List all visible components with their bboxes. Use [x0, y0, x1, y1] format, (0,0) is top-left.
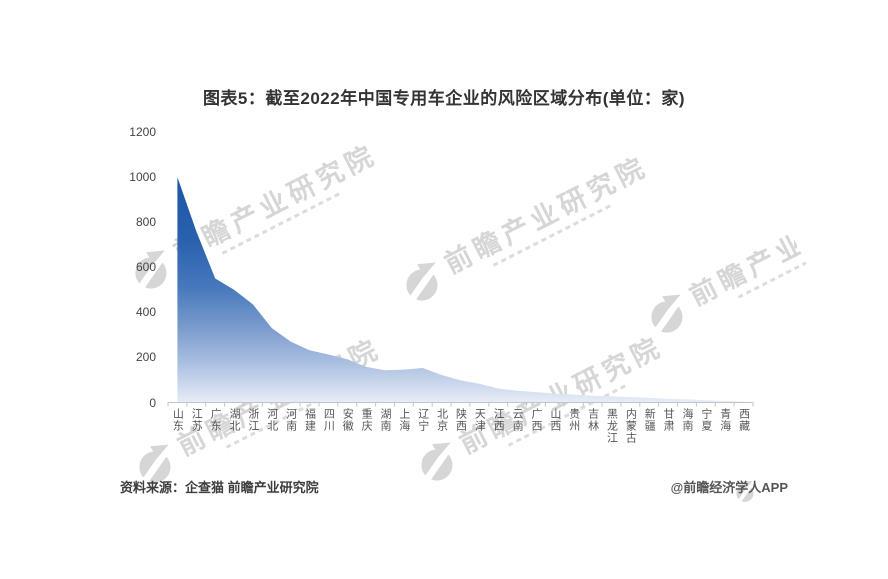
x-axis-label: 重庆: [360, 408, 373, 432]
x-axis-label: 河南: [284, 408, 297, 432]
chart-title: 图表5：截至2022年中国专用车企业的风险区域分布(单位：家): [202, 89, 686, 108]
x-axis-label: 新疆: [643, 408, 656, 432]
x-axis-label: 安徽: [341, 408, 354, 432]
x-axis-label: 黑龙江: [605, 408, 618, 444]
x-axis-label: 广东: [209, 408, 222, 432]
x-axis-label: 山东: [171, 408, 184, 432]
x-axis-label: 福建: [303, 408, 316, 432]
y-axis-label: 600: [135, 260, 156, 275]
x-axis-label: 甘肃: [662, 408, 675, 432]
x-axis-label: 辽宁: [416, 408, 429, 432]
x-axis-label: 西藏: [737, 408, 750, 432]
x-axis-label: 广西: [529, 408, 542, 432]
source-note: 资料来源：企查猫 前瞻产业研究院: [120, 480, 319, 495]
credit: @前瞻经济学人APP: [670, 480, 788, 495]
x-axis-label: 湖南: [379, 408, 392, 432]
x-axis-label: 陕西: [454, 408, 467, 432]
x-axis-label: 贵州: [567, 408, 580, 432]
x-axis-label: 海南: [680, 408, 693, 432]
y-axis-label: 1200: [129, 125, 156, 139]
x-axis-label: 四川: [322, 408, 335, 432]
x-axis-label: 青海: [718, 408, 731, 432]
x-axis-label: 江西: [492, 408, 505, 432]
y-axis-label: 800: [135, 215, 156, 230]
x-axis-label: 北京: [435, 408, 448, 432]
x-axis-label: 宁夏: [699, 408, 712, 432]
x-axis-label: 浙江: [246, 408, 259, 432]
x-axis-label: 吉林: [586, 408, 599, 432]
x-axis-label: 江苏: [190, 408, 203, 432]
y-axis-label: 1000: [129, 170, 156, 185]
x-axis-label: 山西: [548, 408, 561, 432]
x-axis-label: 内蒙古: [624, 408, 637, 444]
y-axis-label: 200: [135, 350, 156, 365]
x-axis-label: 云南: [511, 408, 524, 432]
x-axis-label: 天津: [473, 408, 486, 432]
y-axis-label: 0: [149, 395, 156, 410]
x-axis-label: 湖北: [228, 408, 241, 432]
y-axis-label: 400: [135, 305, 156, 320]
x-axis-label: 上海: [397, 408, 410, 432]
x-axis-label: 河北: [265, 408, 278, 432]
